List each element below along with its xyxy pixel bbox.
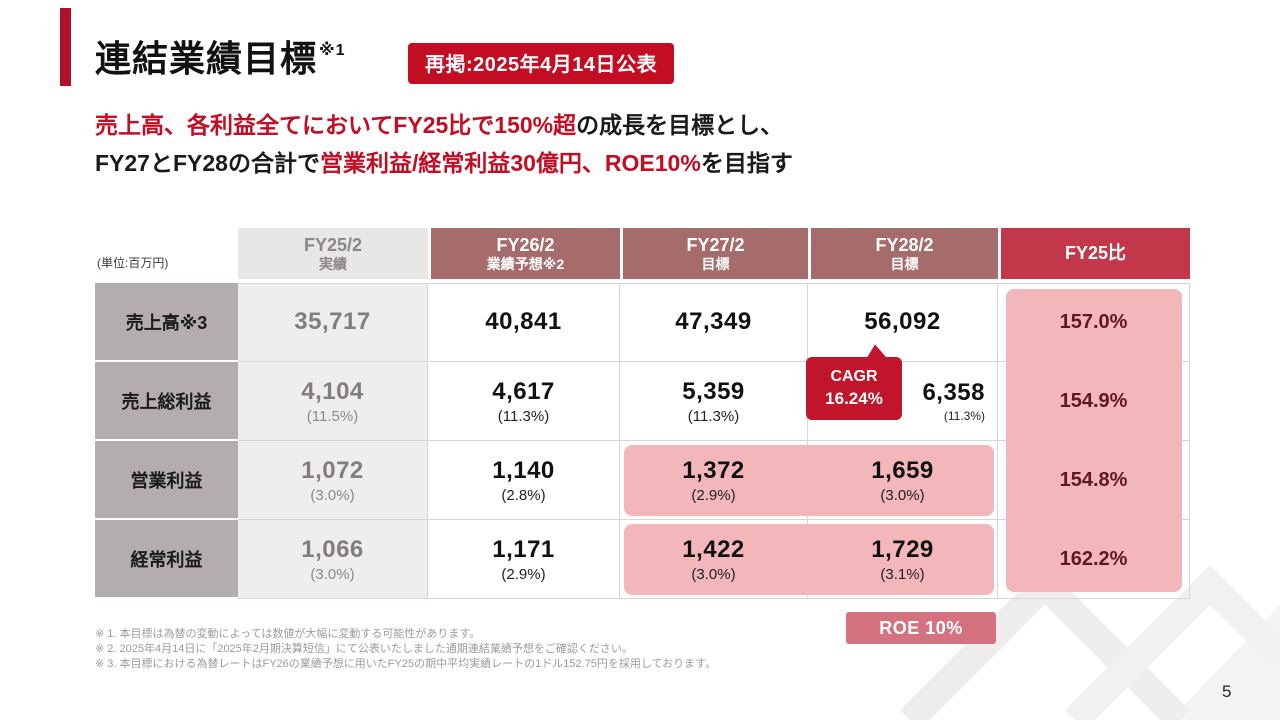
- col-header-fy27-label: FY27/2: [686, 234, 745, 255]
- value: 35,717: [294, 307, 371, 335]
- page-title: 連結業績目標 ※1: [95, 30, 345, 82]
- highlight-vs-fy25-column: [1006, 289, 1182, 592]
- col-header-fy25-sub: 実績: [319, 256, 347, 272]
- value: 1,072: [301, 456, 364, 484]
- ratio: (3.0%): [880, 486, 925, 504]
- cell-vs-fy25-ordinary-profit: 162.2%: [998, 520, 1190, 599]
- col-header-fy26-sub: 業績予想※2: [486, 256, 565, 272]
- footnote-3: ※ 3. 本目標における為替レートはFY26の業績予想に用いたFY25の期中平均…: [95, 658, 717, 670]
- value: 1,066: [301, 535, 364, 563]
- page-number: 5: [1222, 682, 1232, 701]
- unit-label: (単位:百万円): [97, 256, 169, 270]
- headline-line2-black-b: を目指す: [700, 150, 793, 176]
- col-header-fy28: FY28/2 目標: [808, 228, 998, 283]
- ratio: (2.8%): [501, 486, 546, 504]
- ratio: (11.3%): [943, 409, 985, 423]
- value: 4,617: [492, 377, 555, 405]
- col-header-fy27-sub: 目標: [701, 256, 730, 272]
- col-header-fy25: FY25/2 実績: [238, 228, 428, 283]
- value: 4,104: [301, 377, 364, 405]
- vs-fy25-value: 157.0%: [1059, 311, 1128, 333]
- cell-fy25-operating-profit: 1,072 (3.0%): [238, 441, 428, 520]
- cagr-label: CAGR: [830, 368, 878, 386]
- vs-fy25-value: 154.8%: [1059, 468, 1128, 491]
- cell-fy26-operating-profit: 1,140 (2.8%): [428, 441, 620, 520]
- col-header-fy26: FY26/2 業績予想※2: [428, 228, 620, 283]
- ratio: (11.5%): [306, 407, 359, 425]
- cell-fy27-ordinary-profit: 1,422 (3.0%): [620, 520, 808, 599]
- headline-line2-black-a: FY27とFY28の合計で: [95, 150, 320, 176]
- value: 6,358: [922, 379, 985, 406]
- vs-fy25-value: 162.2%: [1059, 547, 1128, 570]
- cell-fy26-ordinary-profit: 1,171 (2.9%): [428, 520, 620, 599]
- cell-fy27-gross-profit: 5,359 (11.3%): [620, 362, 808, 441]
- title-footnote-marker: ※1: [319, 42, 346, 59]
- value: 1,729: [871, 535, 934, 563]
- cell-fy26-gross-profit: 4,617 (11.3%): [428, 362, 620, 441]
- value: 40,841: [485, 307, 562, 335]
- vs-fy25-value: 154.9%: [1059, 389, 1128, 412]
- page-title-text: 連結業績目標: [95, 38, 318, 79]
- headline-line1: 売上高、各利益全てにおいてFY25比で150%超の成長を目標とし、: [95, 106, 793, 144]
- value: 1,171: [492, 535, 555, 563]
- value: 1,422: [682, 535, 745, 563]
- row-label-net-sales: 売上高※3: [95, 283, 238, 362]
- headline-line2-red: 営業利益/経常利益30億円、ROE10%: [319, 150, 701, 176]
- highlight-operating-profit-targets: [624, 445, 994, 516]
- cell-fy28-ordinary-profit: 1,729 (3.1%): [808, 520, 998, 599]
- cell-fy26-net-sales: 40,841: [428, 283, 620, 362]
- footnote-2: ※ 2. 2025年4月14日に「2025年2月期決算短信」にて公表いたしました…: [95, 643, 633, 655]
- ratio: (3.0%): [310, 486, 355, 504]
- cagr-callout-badge: CAGR 16.24%: [806, 357, 902, 420]
- row-label-ordinary-profit: 経常利益: [95, 520, 238, 599]
- cell-fy28-net-sales: 56,092: [808, 283, 998, 362]
- value: 5,359: [682, 377, 745, 405]
- value: 1,372: [682, 456, 745, 484]
- ratio: (2.9%): [691, 486, 736, 504]
- highlight-ordinary-profit-targets: [624, 524, 994, 595]
- headline-line2: FY27とFY28の合計で営業利益/経常利益30億円、ROE10%を目指す: [95, 144, 793, 182]
- col-header-vs-fy25-label: FY25比: [1064, 243, 1127, 264]
- cell-fy25-net-sales: 35,717: [238, 283, 428, 362]
- col-header-fy28-sub: 目標: [890, 256, 919, 272]
- footnotes: ※ 1. 本目標は為替の変動によっては数値が大幅に変動する可能性があります。 ※…: [95, 627, 716, 672]
- headline-line1-black: の成長を目標とし、: [576, 112, 784, 138]
- republished-date-badge: 再掲:2025年4月14日公表: [408, 43, 675, 84]
- ratio: (2.9%): [501, 565, 546, 583]
- ratio: (3.0%): [310, 565, 355, 583]
- value: 1,659: [871, 456, 934, 484]
- col-header-vs-fy25: FY25比: [998, 228, 1190, 283]
- results-table: (単位:百万円) FY25/2 実績 FY26/2 業績予想※2 FY27/2 …: [95, 228, 1190, 599]
- col-header-fy26-label: FY26/2: [496, 234, 555, 255]
- col-header-fy27: FY27/2 目標: [620, 228, 808, 283]
- cell-fy27-net-sales: 47,349: [620, 283, 808, 362]
- headline-line1-red: 売上高、各利益全てにおいてFY25比で150%超: [95, 112, 577, 138]
- cell-fy25-ordinary-profit: 1,066 (3.0%): [238, 520, 428, 599]
- cell-fy28-gross-profit: 6,358 (11.3%): [808, 362, 998, 441]
- cell-fy25-gross-profit: 4,104 (11.5%): [238, 362, 428, 441]
- roe-badge: ROE 10%: [846, 612, 996, 644]
- footnote-1: ※ 1. 本目標は為替の変動によっては数値が大幅に変動する可能性があります。: [95, 628, 481, 640]
- ratio: (11.3%): [687, 407, 740, 425]
- row-label-gross-profit: 売上総利益: [95, 362, 238, 441]
- value: 1,140: [492, 456, 555, 484]
- ratio: (3.0%): [691, 565, 736, 583]
- value: 56,092: [864, 307, 941, 335]
- ratio: (11.3%): [497, 407, 550, 425]
- value: 47,349: [675, 307, 752, 335]
- title-accent-bar: [60, 8, 71, 86]
- col-header-fy28-label: FY28/2: [875, 234, 934, 255]
- ratio: (3.1%): [880, 565, 925, 583]
- cagr-value: 16.24%: [825, 388, 883, 408]
- row-label-operating-profit: 営業利益: [95, 441, 238, 520]
- col-header-fy25-label: FY25/2: [303, 234, 363, 255]
- headline: 売上高、各利益全てにおいてFY25比で150%超の成長を目標とし、 FY27とF…: [95, 106, 793, 182]
- cell-fy28-operating-profit: 1,659 (3.0%): [808, 441, 998, 520]
